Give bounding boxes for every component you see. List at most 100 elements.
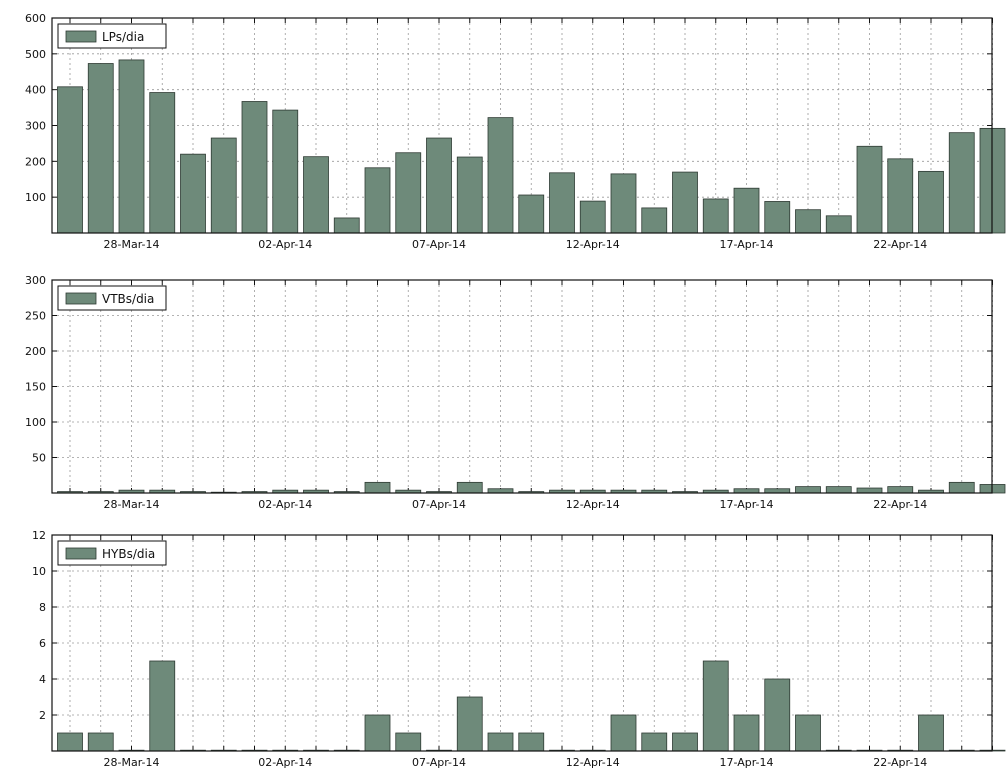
bar xyxy=(733,187,760,234)
y-tick-label: 500 xyxy=(25,48,46,61)
x-tick-label: 17-Apr-14 xyxy=(719,498,773,511)
x-tick-label: 22-Apr-14 xyxy=(873,498,927,511)
bar xyxy=(549,172,575,234)
legend-swatch xyxy=(65,547,97,560)
bar xyxy=(87,732,114,752)
bar xyxy=(210,137,237,234)
bar xyxy=(764,488,791,494)
legend: LPs/dia xyxy=(57,23,167,49)
bar xyxy=(795,486,821,494)
chart-panel-3: 2 4 6 8 10 12 28-Mar-14 02-Apr-14 07-Apr-14 12-Ap… xyxy=(32,529,1006,769)
bar xyxy=(272,109,299,234)
bar xyxy=(118,59,145,234)
x-tick-label: 28-Mar-14 xyxy=(104,238,160,251)
bar xyxy=(856,145,883,234)
bar xyxy=(180,153,206,234)
bar xyxy=(825,215,852,234)
y-tick-label: 50 xyxy=(32,452,46,465)
y-tick-label: 4 xyxy=(39,673,46,686)
y-tick-label: 300 xyxy=(25,120,46,133)
y-tick-label: 200 xyxy=(25,345,46,358)
bar xyxy=(579,200,606,234)
plot-frame xyxy=(51,534,993,752)
x-tick-label: 07-Apr-14 xyxy=(412,756,466,769)
bar xyxy=(795,209,821,234)
bar xyxy=(702,198,729,234)
bar xyxy=(918,170,944,234)
bar xyxy=(241,101,268,234)
bar xyxy=(764,201,791,234)
x-tick-label: 07-Apr-14 xyxy=(412,238,466,251)
x-tick-label: 02-Apr-14 xyxy=(258,238,312,251)
y-tick-label: 10 xyxy=(32,565,46,578)
bar xyxy=(610,173,637,234)
chart-panel-2: 50 100 150 200 250 300 28-Mar-14 02-Apr-14 07-Ap… xyxy=(25,274,1006,511)
bar xyxy=(395,732,422,752)
legend: HYBs/dia xyxy=(57,540,167,566)
y-tick-label: 6 xyxy=(39,637,46,650)
bar xyxy=(887,486,914,494)
bar xyxy=(764,678,791,752)
x-tick-label: 02-Apr-14 xyxy=(258,498,312,511)
bar xyxy=(948,481,975,494)
plot-frame xyxy=(51,279,993,494)
y-tick-label: 12 xyxy=(32,529,46,542)
bar xyxy=(918,714,944,752)
bar xyxy=(641,207,668,234)
x-tick-label: 28-Mar-14 xyxy=(104,498,160,511)
bar xyxy=(948,132,975,234)
bar xyxy=(456,481,483,494)
y-tick-label: 150 xyxy=(25,381,46,394)
bar xyxy=(333,217,360,234)
bar xyxy=(487,117,514,234)
bar xyxy=(641,732,668,752)
x-tick-label: 12-Apr-14 xyxy=(566,498,620,511)
bar xyxy=(149,660,176,752)
y-tick-label: 400 xyxy=(25,84,46,97)
legend-label: HYBs/dia xyxy=(102,547,155,561)
x-tick-label: 17-Apr-14 xyxy=(719,238,773,251)
bar xyxy=(87,63,114,234)
bar xyxy=(364,714,391,752)
legend: VTBs/dia xyxy=(57,285,167,311)
x-tick-label: 12-Apr-14 xyxy=(566,238,620,251)
bar xyxy=(733,714,760,752)
y-tick-label: 100 xyxy=(25,416,46,429)
bar xyxy=(518,732,545,752)
legend-swatch xyxy=(65,30,97,43)
y-tick-label: 600 xyxy=(25,12,46,25)
bar xyxy=(456,156,483,234)
bar xyxy=(856,487,883,494)
plot-frame xyxy=(51,17,993,234)
bar xyxy=(887,158,914,234)
bar xyxy=(364,167,391,234)
y-tick-label: 8 xyxy=(39,601,46,614)
bar xyxy=(672,732,698,752)
bar xyxy=(702,660,729,752)
legend-label: VTBs/dia xyxy=(102,292,154,306)
bar xyxy=(518,194,545,234)
x-tick-label: 07-Apr-14 xyxy=(412,498,466,511)
bar xyxy=(395,152,422,234)
legend-label: LPs/dia xyxy=(102,30,144,44)
bar xyxy=(825,486,852,494)
bar xyxy=(610,714,637,752)
bar xyxy=(57,86,83,234)
x-tick-label: 12-Apr-14 xyxy=(566,756,620,769)
bar xyxy=(795,714,821,752)
y-tick-label: 2 xyxy=(39,709,46,722)
y-tick-label: 100 xyxy=(25,191,46,204)
legend-swatch xyxy=(65,292,97,305)
bar xyxy=(487,488,514,494)
x-tick-label: 02-Apr-14 xyxy=(258,756,312,769)
bar xyxy=(672,171,698,234)
x-tick-label: 22-Apr-14 xyxy=(873,756,927,769)
bar xyxy=(364,481,391,494)
y-tick-label: 250 xyxy=(25,310,46,323)
x-tick-label: 22-Apr-14 xyxy=(873,238,927,251)
x-tick-label: 28-Mar-14 xyxy=(104,756,160,769)
bar xyxy=(57,732,83,752)
bar xyxy=(426,137,452,234)
bar xyxy=(149,92,176,234)
